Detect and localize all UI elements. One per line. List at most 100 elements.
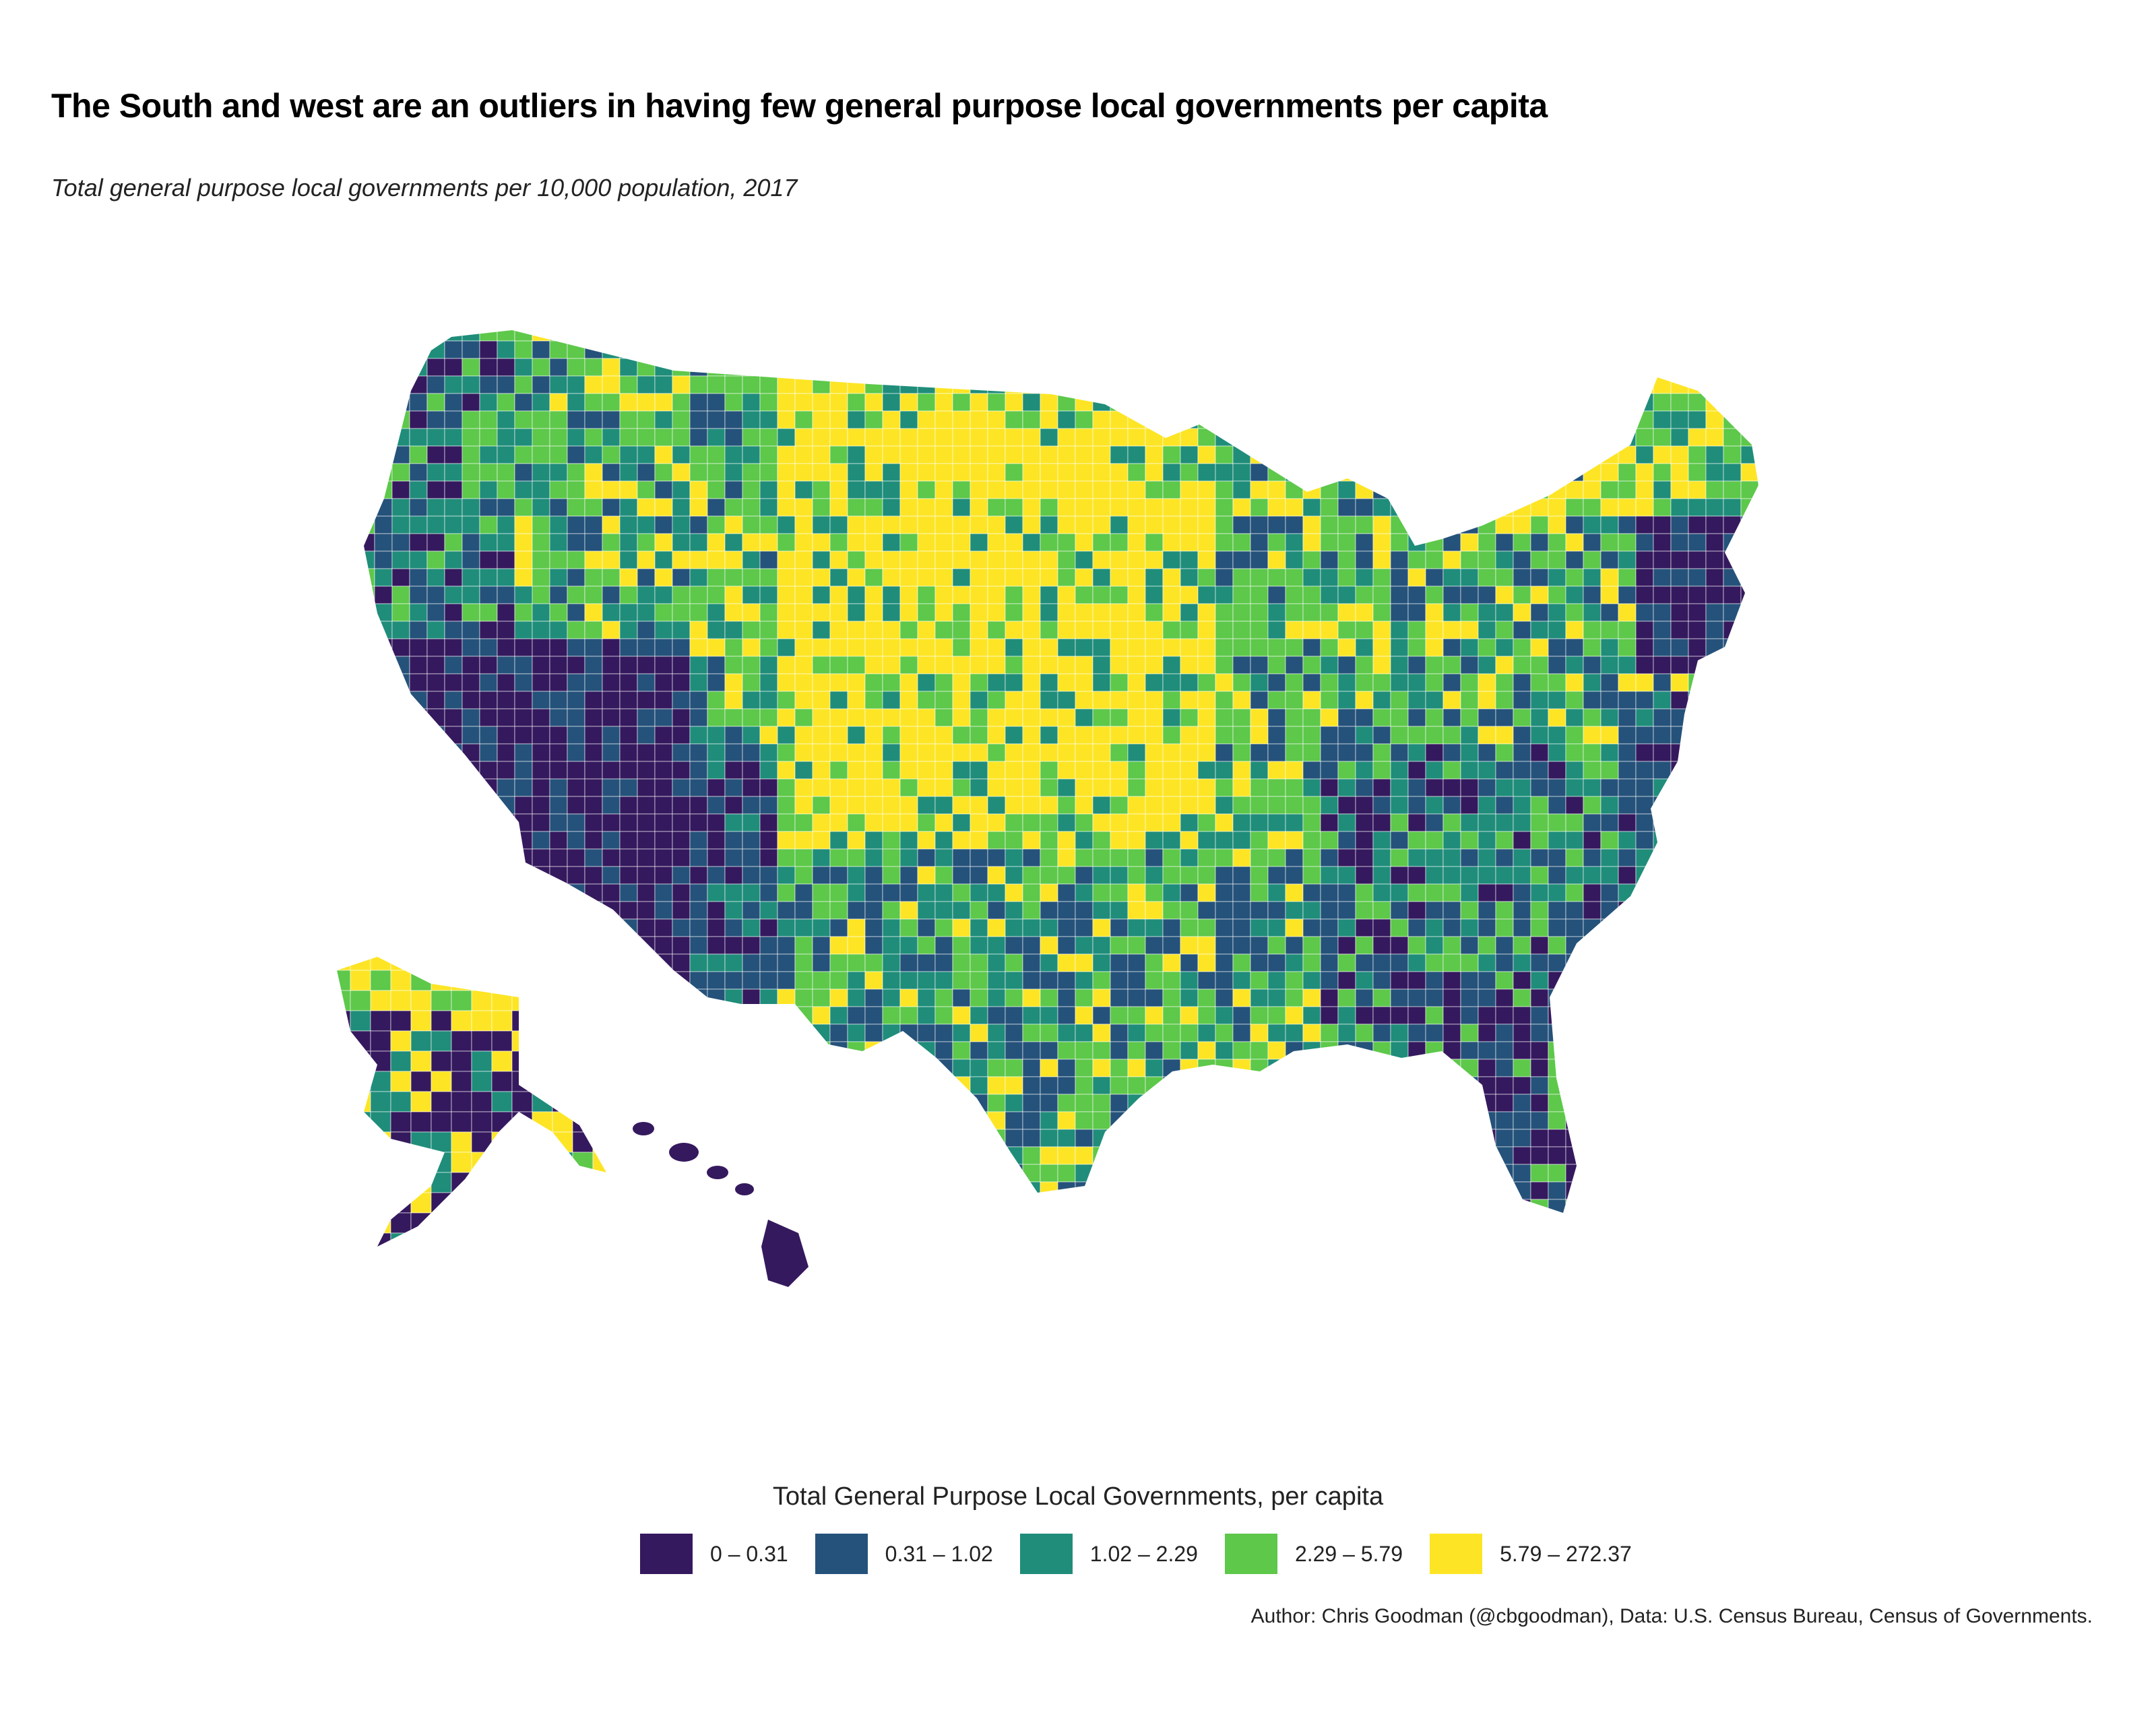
- county-cell: [654, 533, 673, 552]
- county-cell: [1442, 551, 1461, 569]
- county-cell: [864, 358, 883, 377]
- county-cell: [1548, 410, 1566, 429]
- county-cell: [364, 515, 375, 534]
- county-cell: [1495, 603, 1514, 622]
- county-cell: [689, 1164, 708, 1183]
- county-cell: [374, 638, 393, 657]
- county-cell: [864, 989, 883, 1007]
- county-cell: [1565, 1041, 1584, 1060]
- county-cell: [1145, 656, 1164, 675]
- county-cell: [1372, 796, 1391, 815]
- county-cell: [1040, 778, 1058, 797]
- county-cell: [391, 375, 410, 394]
- county-cell: [829, 936, 848, 955]
- county-cell: [724, 989, 743, 1007]
- county-cell: [812, 656, 831, 675]
- county-cell: [1407, 743, 1426, 762]
- county-cell: [952, 918, 971, 937]
- county-cell: [689, 708, 708, 727]
- county-cell: [707, 586, 726, 604]
- county-cell: [1635, 1006, 1654, 1025]
- county-cell: [934, 358, 953, 377]
- county-cell: [1688, 1181, 1707, 1200]
- county-cell: [1583, 1199, 1602, 1213]
- county-cell: [1127, 831, 1146, 850]
- county-cell: [1565, 883, 1584, 902]
- county-cell: [1670, 375, 1689, 394]
- county-cell: [1092, 638, 1111, 657]
- county-cell: [1057, 743, 1076, 762]
- county-cell: [1127, 796, 1146, 815]
- borough-cell: [572, 1050, 594, 1072]
- county-cell: [1197, 918, 1216, 937]
- county-cell: [952, 1041, 971, 1060]
- county-cell: [374, 673, 393, 692]
- county-cell: [1040, 375, 1058, 394]
- county-cell: [1092, 1076, 1111, 1095]
- county-cell: [1110, 1059, 1129, 1077]
- county-cell: [672, 621, 691, 639]
- borough-cell: [337, 1192, 351, 1214]
- borough-cell: [370, 990, 391, 1011]
- county-cell: [1723, 673, 1742, 692]
- county-cell: [1513, 761, 1531, 780]
- county-cell: [742, 586, 761, 604]
- county-cell: [1232, 883, 1251, 902]
- county-cell: [1460, 761, 1479, 780]
- county-cell: [724, 831, 743, 850]
- county-cell: [497, 330, 515, 342]
- county-cell: [1162, 375, 1181, 394]
- county-cell: [1478, 796, 1496, 815]
- county-cell: [1670, 445, 1689, 464]
- county-cell: [1337, 953, 1356, 972]
- county-cell: [1162, 533, 1181, 552]
- hawaii-islands: [633, 1122, 808, 1287]
- county-cell: [1600, 393, 1619, 412]
- county-cell: [1565, 533, 1584, 552]
- county-cell: [462, 831, 480, 850]
- county-cell: [637, 568, 656, 587]
- county-cell: [637, 989, 656, 1007]
- county-cell: [934, 1024, 953, 1042]
- county-cell: [567, 1041, 585, 1060]
- county-cell: [707, 831, 726, 850]
- county-cell: [444, 953, 463, 972]
- county-cell: [1407, 393, 1426, 412]
- county-cell: [707, 1006, 726, 1025]
- county-cell: [672, 340, 691, 359]
- county-cell: [899, 1164, 918, 1183]
- county-cell: [479, 445, 498, 464]
- county-cell: [1688, 953, 1707, 972]
- county-cell: [1740, 340, 1758, 359]
- county-cell: [1320, 551, 1339, 569]
- county-cell: [1442, 1164, 1461, 1183]
- county-cell: [1040, 428, 1058, 447]
- county-cell: [899, 936, 918, 955]
- county-cell: [602, 726, 621, 745]
- county-cell: [654, 428, 673, 447]
- county-cell: [1075, 656, 1093, 675]
- county-cell: [584, 1181, 603, 1200]
- county-cell: [1390, 330, 1409, 342]
- county-cell: [1127, 743, 1146, 762]
- county-cell: [1372, 358, 1391, 377]
- county-cell: [1232, 848, 1251, 867]
- county-cell: [689, 515, 708, 534]
- county-cell: [1250, 866, 1269, 885]
- county-cell: [829, 358, 848, 377]
- county-cell: [917, 1024, 936, 1042]
- county-cell: [1758, 1077, 1776, 1094]
- county-cell: [742, 831, 761, 850]
- county-cell: [899, 533, 918, 552]
- county-cell: [1653, 480, 1672, 499]
- county-cell: [497, 866, 515, 885]
- county-cell: [1583, 726, 1602, 745]
- county-cell: [1057, 708, 1076, 727]
- borough-cell: [572, 957, 594, 971]
- county-cell: [1197, 1059, 1216, 1077]
- county-cell: [1040, 743, 1058, 762]
- county-cell: [391, 1164, 410, 1183]
- county-cell: [1600, 463, 1619, 482]
- county-cell: [1110, 393, 1129, 412]
- county-cell: [899, 621, 918, 639]
